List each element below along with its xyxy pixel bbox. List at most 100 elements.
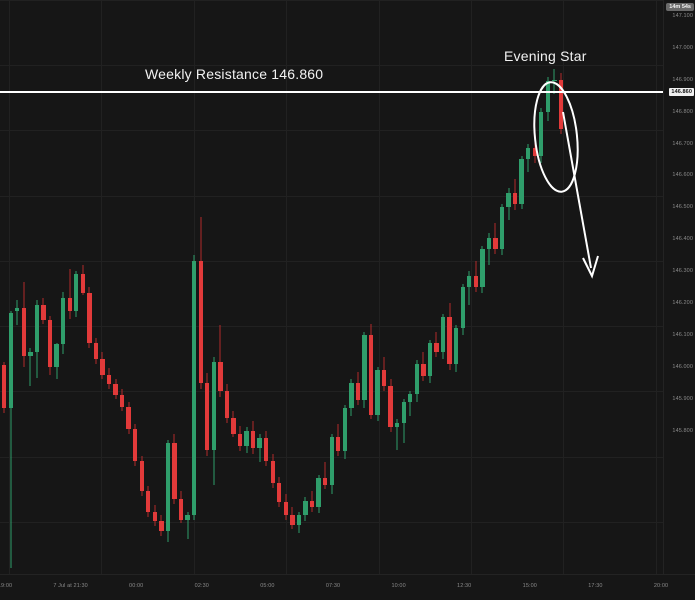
candle bbox=[408, 0, 413, 574]
candle bbox=[100, 0, 105, 574]
price-tick: 146.300 bbox=[672, 268, 693, 275]
gridline-horizontal bbox=[0, 326, 663, 327]
gridline-vertical bbox=[563, 0, 564, 574]
plot-area[interactable]: Weekly Resistance 146.860 Evening Star bbox=[0, 0, 663, 574]
candle bbox=[473, 0, 478, 574]
candle-body bbox=[133, 428, 138, 461]
time-tick: 00:00 bbox=[129, 583, 144, 589]
candle bbox=[552, 0, 557, 574]
candle bbox=[309, 0, 315, 574]
candle bbox=[434, 0, 439, 574]
candle-body bbox=[93, 342, 99, 359]
candle bbox=[368, 0, 374, 574]
candle-body bbox=[250, 430, 256, 449]
bar-countdown-badge: 14m 54s bbox=[666, 3, 694, 11]
candle-wick bbox=[324, 462, 326, 490]
candle bbox=[388, 0, 393, 574]
gridline-vertical bbox=[379, 0, 380, 574]
candle-body bbox=[191, 261, 197, 515]
candle-body bbox=[139, 460, 144, 492]
candle-body bbox=[67, 298, 72, 311]
candle bbox=[244, 0, 249, 574]
candle-body bbox=[519, 159, 524, 205]
candle bbox=[119, 0, 125, 574]
candle-body bbox=[408, 393, 413, 402]
candle bbox=[93, 0, 99, 574]
candle-body bbox=[146, 491, 151, 512]
candle bbox=[283, 0, 289, 574]
price-tick: 146.500 bbox=[672, 204, 693, 211]
price-tick: 147.000 bbox=[672, 44, 693, 51]
candle-body bbox=[119, 395, 125, 407]
time-tick: 02:30 bbox=[194, 583, 209, 589]
candle-wick bbox=[187, 511, 189, 539]
gridline-horizontal bbox=[0, 261, 663, 262]
candle-wick bbox=[219, 325, 221, 398]
candle bbox=[395, 0, 400, 574]
candle bbox=[355, 0, 361, 574]
gridline-vertical bbox=[656, 0, 657, 574]
candle-body bbox=[499, 207, 505, 249]
candle bbox=[172, 0, 177, 574]
time-tick: 12:30 bbox=[457, 583, 472, 589]
candle-body bbox=[336, 436, 341, 452]
candle-body bbox=[290, 515, 295, 525]
candle-body bbox=[283, 502, 289, 515]
candle bbox=[506, 0, 511, 574]
time-tick: 15:00 bbox=[522, 583, 537, 589]
candle bbox=[224, 0, 230, 574]
candle-body bbox=[532, 148, 537, 157]
candle bbox=[532, 0, 537, 574]
candle-body bbox=[34, 304, 40, 353]
candle-body bbox=[349, 382, 354, 409]
candle-body bbox=[2, 365, 7, 409]
candle bbox=[329, 0, 334, 574]
candle-body bbox=[375, 369, 380, 415]
candle-body bbox=[296, 515, 302, 525]
time-tick: 10:00 bbox=[391, 583, 406, 589]
candle bbox=[558, 0, 564, 574]
gridline-horizontal bbox=[0, 391, 663, 392]
candle-body bbox=[152, 511, 158, 522]
candle-body bbox=[558, 79, 564, 130]
candle-wick bbox=[409, 390, 411, 417]
candle-body bbox=[493, 237, 498, 249]
time-tick: 07:30 bbox=[325, 583, 341, 589]
candle bbox=[106, 0, 112, 574]
candle bbox=[440, 0, 446, 574]
candle bbox=[303, 0, 308, 574]
candle bbox=[526, 0, 531, 574]
candle-body bbox=[21, 307, 27, 356]
candle bbox=[211, 0, 216, 574]
price-tick: 146.800 bbox=[672, 108, 693, 115]
candle bbox=[113, 0, 118, 574]
candle-body bbox=[28, 352, 33, 356]
gridline-horizontal bbox=[0, 130, 663, 131]
candle-body bbox=[15, 307, 20, 311]
candle-body bbox=[264, 438, 269, 461]
price-axis[interactable]: 147.100 147.000 146.900 146.860 146.800 146.7… bbox=[663, 0, 695, 574]
candle-body bbox=[100, 358, 105, 375]
candle bbox=[250, 0, 256, 574]
candle bbox=[270, 0, 275, 574]
candle-wick bbox=[29, 347, 31, 386]
gridline-vertical bbox=[286, 0, 287, 574]
candle-wick bbox=[16, 299, 18, 326]
candle bbox=[499, 0, 505, 574]
candle-body bbox=[381, 369, 387, 386]
candle-body bbox=[309, 500, 315, 508]
candle bbox=[342, 0, 347, 574]
candle-body bbox=[526, 148, 531, 160]
candle-body bbox=[342, 408, 347, 452]
candle bbox=[401, 0, 406, 574]
candle-body bbox=[539, 111, 544, 157]
candle bbox=[539, 0, 544, 574]
candle-wick bbox=[488, 232, 490, 265]
time-axis[interactable]: 19:00 7 Jul at 21:30 00:00 02:30 05:00 07:30 1… bbox=[0, 574, 695, 600]
candle-body bbox=[80, 274, 85, 294]
candle bbox=[545, 0, 551, 574]
candle bbox=[152, 0, 158, 574]
candle bbox=[34, 0, 40, 574]
candle bbox=[264, 0, 269, 574]
